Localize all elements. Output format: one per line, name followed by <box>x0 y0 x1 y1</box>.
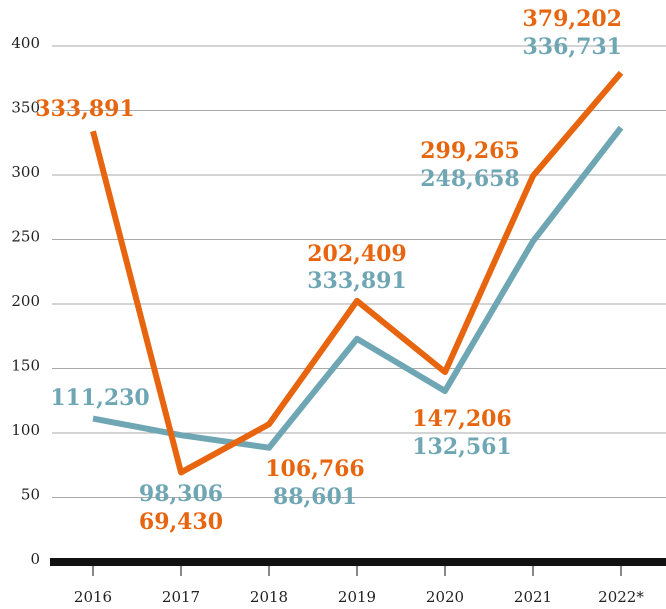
x-tick-label: 2017 <box>162 588 200 605</box>
data-label: 202,409 <box>307 241 407 267</box>
x-tick-label: 2022* <box>598 588 644 605</box>
data-label: 111,230 <box>50 385 150 411</box>
data-label: 248,658 <box>420 166 520 192</box>
y-tick-label: 50 <box>21 486 40 504</box>
x-tick-label: 2021 <box>514 588 552 605</box>
data-label: 379,202 <box>522 6 622 32</box>
y-tick-label: 0 <box>30 550 40 568</box>
data-label: 132,561 <box>412 434 512 460</box>
line <box>90 70 624 476</box>
data-label: 333,891 <box>35 96 135 122</box>
data-label: 88,601 <box>273 484 357 510</box>
y-tick-label: 250 <box>11 228 40 246</box>
x-tick-label: 2020 <box>426 588 464 605</box>
y-tick-label: 100 <box>11 421 40 439</box>
x-tick-label: 2018 <box>250 588 288 605</box>
y-tick-label: 300 <box>11 163 40 181</box>
data-label: 106,766 <box>265 456 365 482</box>
data-label: 333,891 <box>307 268 407 294</box>
data-label: 299,265 <box>420 138 520 164</box>
y-tick-label: 350 <box>11 99 40 117</box>
y-tick-label: 200 <box>11 292 40 310</box>
line <box>92 125 624 451</box>
y-tick-label: 150 <box>11 357 40 375</box>
x-tick-label: 2019 <box>338 588 376 605</box>
data-label: 147,206 <box>412 406 512 432</box>
y-tick-label: 400 <box>11 34 40 52</box>
data-label: 98,306 <box>139 481 223 507</box>
data-label: 69,430 <box>139 509 223 535</box>
data-label: 336,731 <box>522 34 622 60</box>
x-tick-label: 2016 <box>74 588 112 605</box>
